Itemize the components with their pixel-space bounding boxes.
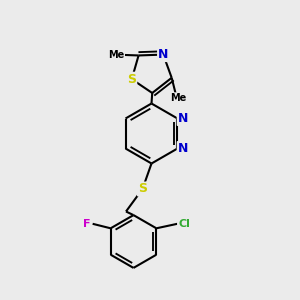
Text: N: N <box>178 142 188 155</box>
Text: N: N <box>158 48 168 61</box>
Text: Me: Me <box>108 50 124 60</box>
Text: Cl: Cl <box>178 219 190 229</box>
Text: S: S <box>127 73 136 86</box>
Text: Me: Me <box>170 93 187 103</box>
Text: F: F <box>83 219 90 229</box>
Text: N: N <box>178 112 188 125</box>
Text: S: S <box>138 182 147 196</box>
